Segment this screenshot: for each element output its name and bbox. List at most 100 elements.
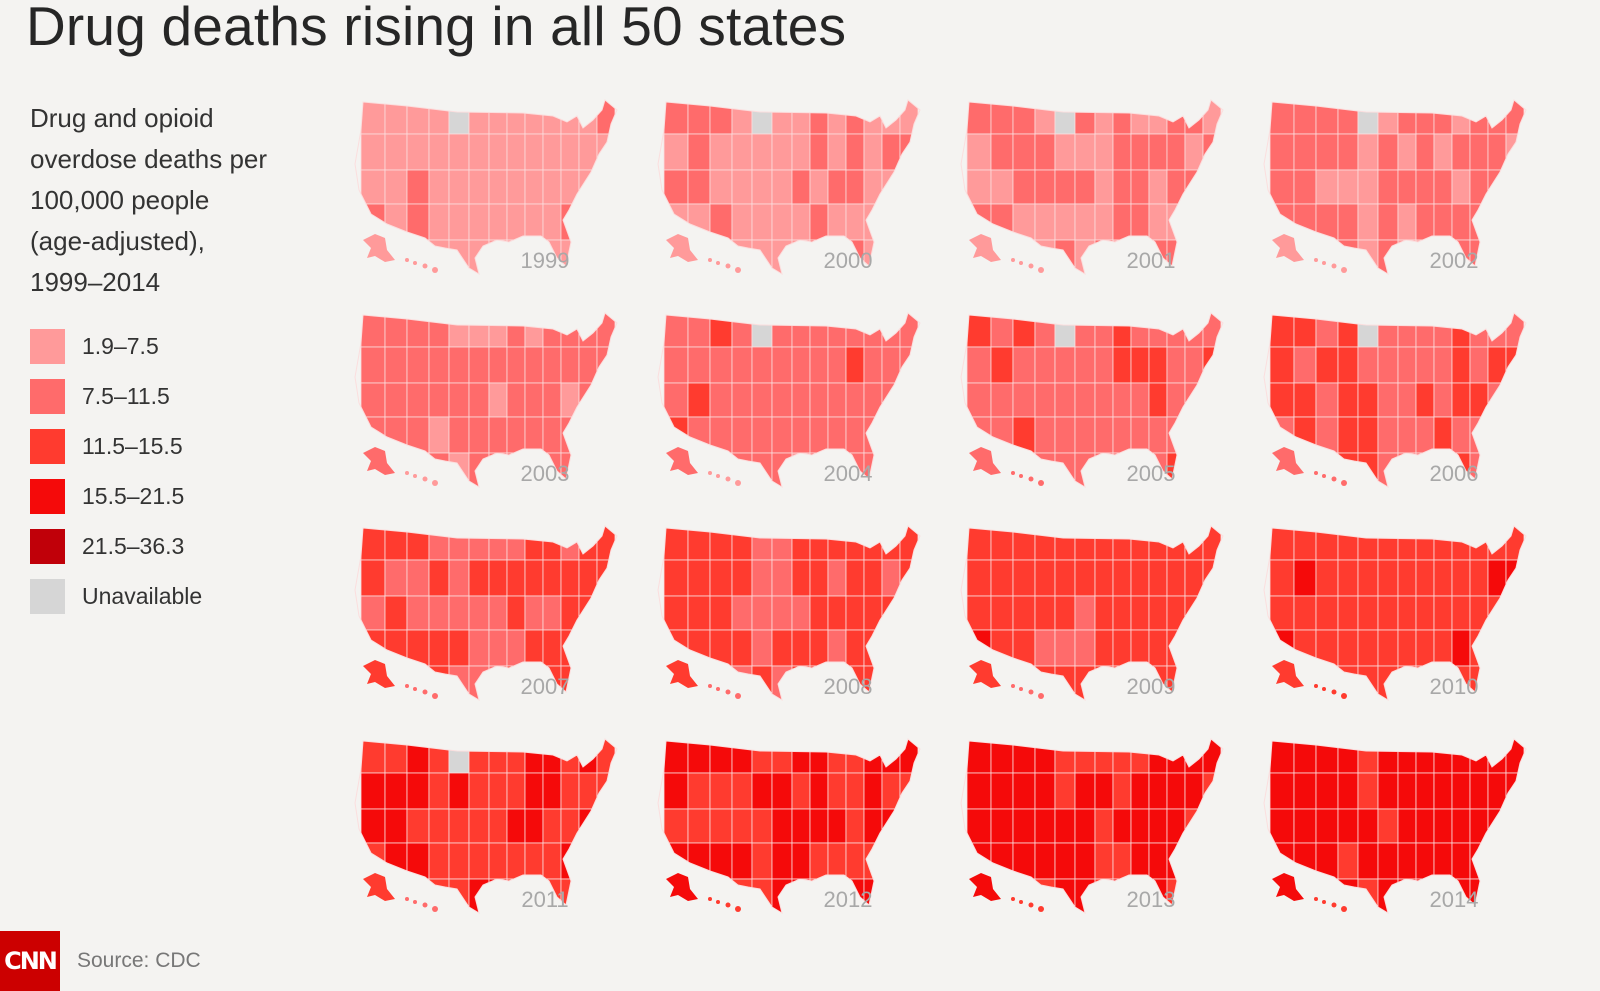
state-shape: [1054, 808, 1076, 844]
hawaii-island: [1331, 902, 1337, 908]
map-panel: 2008: [648, 516, 938, 716]
us-map: [657, 99, 921, 276]
hawaii-island: [1322, 687, 1326, 691]
small-multiples-grid: 1999 2000 2001 2002 2003 2004 2005 2006 …: [345, 90, 1544, 929]
state-shape: [524, 169, 544, 205]
year-label: 2012: [823, 887, 873, 912]
state-shape: [1012, 665, 1036, 700]
state-shape: [1377, 133, 1399, 171]
state-shape: [1094, 346, 1114, 384]
state-shape: [731, 808, 753, 844]
state-shape: [751, 595, 773, 631]
state-shape: [1184, 629, 1204, 667]
state-shape: [384, 416, 408, 454]
state-shape: [791, 595, 811, 631]
state-shape: [966, 739, 992, 774]
state-shape: [1130, 808, 1150, 844]
state-shape: [596, 133, 616, 171]
state-shape: [863, 595, 883, 631]
state-shape: [1487, 842, 1507, 880]
state-shape: [1269, 772, 1295, 810]
state-shape: [709, 416, 733, 454]
state-shape: [731, 559, 753, 597]
state-shape: [524, 595, 544, 631]
state-shape: [360, 559, 386, 597]
state-shape: [1148, 100, 1168, 135]
state-shape: [578, 203, 598, 241]
year-label: 2009: [1126, 674, 1176, 699]
state-shape: [1074, 416, 1096, 454]
state-shape: [468, 203, 490, 241]
state-shape: [1166, 808, 1186, 844]
state-shape: [809, 559, 829, 597]
state-shape: [709, 203, 733, 241]
state-shape: [731, 169, 753, 205]
state-shape: [524, 842, 544, 880]
state-shape: [1130, 526, 1150, 561]
state-shape: [406, 772, 430, 810]
state-shape: [990, 595, 1014, 631]
state-shape: [1054, 346, 1076, 384]
state-shape: [1357, 842, 1379, 880]
state-shape: [771, 346, 793, 384]
state-shape: [1337, 595, 1359, 631]
state-shape: [428, 313, 450, 348]
state-shape: [809, 203, 829, 241]
state-shape: [899, 382, 919, 418]
state-shape: [406, 842, 430, 880]
state-shape: [1397, 842, 1417, 880]
state-shape: [1415, 133, 1435, 171]
year-label: 2013: [1126, 887, 1176, 912]
state-shape: [663, 416, 689, 454]
state-shape: [1377, 382, 1399, 418]
state-shape: [1130, 842, 1150, 880]
state-shape: [1315, 100, 1339, 135]
hawaii-island: [1011, 471, 1015, 475]
cnn-logo: CNN: [0, 931, 60, 991]
state-shape: [542, 203, 562, 241]
map-panel: 2012: [648, 729, 938, 929]
state-shape: [1293, 842, 1317, 880]
state-shape: [809, 842, 829, 880]
state-shape: [731, 842, 753, 880]
us-outline: [354, 525, 618, 702]
state-shape: [687, 772, 711, 810]
hawaii-island: [1028, 476, 1034, 482]
state-shape: [468, 559, 490, 597]
state-shape: [1505, 526, 1525, 561]
state-shape: [1202, 526, 1222, 561]
state-shape: [1184, 739, 1204, 774]
us-map: [657, 525, 921, 702]
hawaii-island: [432, 906, 438, 912]
state-shape: [791, 346, 811, 384]
state-shape: [687, 629, 711, 667]
state-shape: [1505, 416, 1525, 454]
state-shape: [1433, 629, 1453, 667]
state-shape: [506, 416, 526, 454]
state-shape: [448, 878, 470, 913]
state-shape: [468, 772, 490, 810]
state-shape: [899, 739, 919, 774]
state-shape: [1094, 416, 1114, 454]
state-shape: [1397, 772, 1417, 810]
state-shape: [384, 772, 408, 810]
alaska-shape: [363, 873, 395, 901]
state-shape: [899, 808, 919, 844]
state-shape: [845, 559, 865, 597]
us-map: [354, 738, 618, 915]
state-shape: [1184, 416, 1204, 454]
state-shape: [1433, 313, 1453, 348]
state-shape: [488, 629, 508, 667]
year-label: 2007: [520, 674, 570, 699]
legend-item: 1.9–7.5: [30, 321, 330, 371]
state-north-dakota: [448, 526, 470, 561]
legend-heading-line: overdose deaths per: [30, 144, 268, 174]
state-shape: [1202, 842, 1222, 880]
state-shape: [1397, 629, 1417, 667]
state-shape: [468, 629, 490, 667]
state-shape: [506, 382, 526, 418]
state-shape: [1166, 772, 1186, 810]
state-shape: [1012, 239, 1036, 274]
state-shape: [1337, 313, 1359, 348]
state-shape: [428, 808, 450, 844]
